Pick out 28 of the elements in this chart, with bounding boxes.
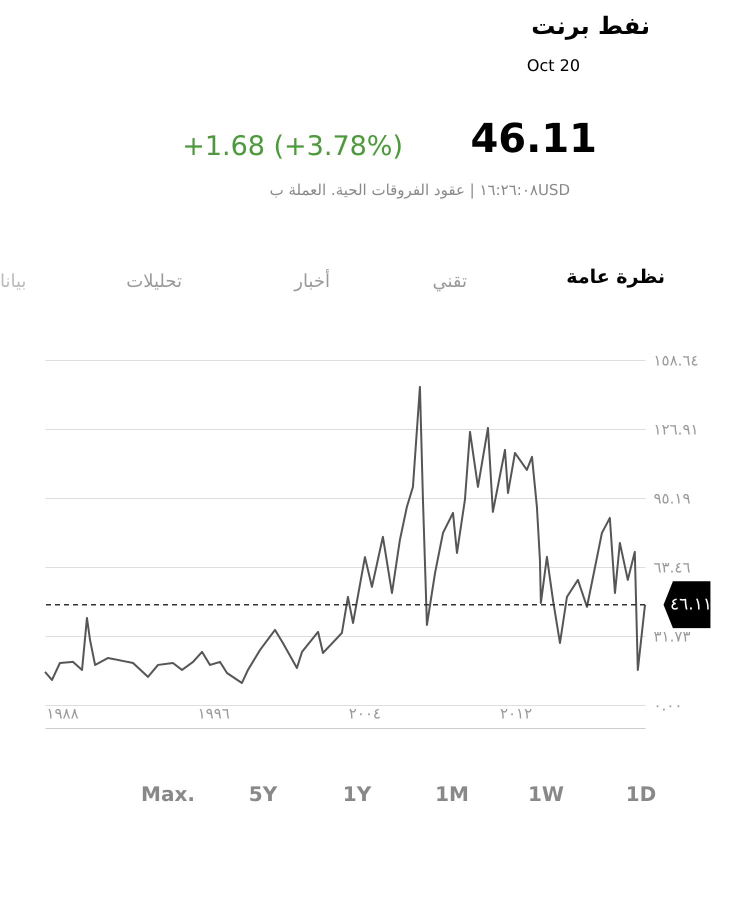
text: +1.68 (+3.78%) [182, 131, 403, 162]
text: 1D [626, 782, 656, 806]
ref-line-label: ٤٦.١١ [670, 594, 712, 615]
y-tick-label: ١٢٦.٩١ [654, 420, 699, 438]
x-tick-label: ١٩٩٦ [198, 704, 230, 722]
line-series [44, 386, 646, 684]
chart-subtitle: Oct 20 [526, 56, 580, 75]
chart-title: نفط برنت [531, 12, 650, 40]
text: نظرة عامة [566, 266, 665, 288]
y-tick-label: ٣١.٧٣ [654, 627, 690, 646]
text: تحليلات [126, 271, 182, 292]
text: Max. [141, 782, 195, 806]
y-tick-label: ٠.٠٠ [654, 696, 682, 714]
text: 1M [435, 782, 469, 806]
text: ١٦:٢٦:٠٨ | عقود الفروقات الحية. العملة بUSD [270, 181, 570, 199]
text: 1Y [342, 782, 372, 806]
x-tick-label: ٢٠٠٤ [348, 704, 381, 722]
y-tick-label: ٦٣.٤٦ [654, 558, 690, 576]
text: تقني [432, 271, 467, 292]
x-tick-label: ٢٠١٢ [500, 704, 532, 722]
x-tick-label: ١٩٨٨ [46, 704, 79, 722]
text: بيانا [0, 271, 26, 292]
y-tick-label: ٩٥.١٩ [654, 489, 690, 508]
text: 5Y [248, 782, 278, 806]
text: أخبار [293, 269, 330, 292]
text: 46.11 [470, 116, 597, 162]
y-tick-label: ١٥٨.٦٤ [654, 352, 699, 370]
text: 1W [528, 782, 564, 806]
